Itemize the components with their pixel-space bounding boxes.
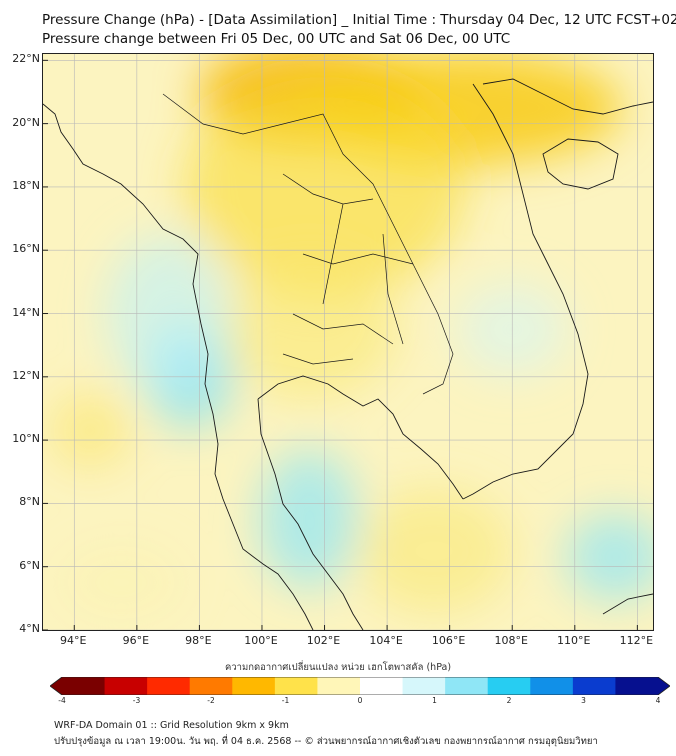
lat-label-8: 8°N [19,495,40,509]
lon-label-110: 110°E [557,634,591,647]
colorbar-cell-10 [487,677,531,695]
footer-model-info: WRF-DA Domain 01 :: Grid Resolution 9km … [54,720,289,731]
lat-label-12: 12°N [12,368,40,382]
colorbar-tick-2: -2 [207,696,215,705]
lon-label-100: 100°E [244,634,278,647]
colorbar-tick-4: 0 [357,696,363,705]
colorbar-cell-8 [402,677,446,695]
coastline-china [482,78,653,115]
colorbar-tick-1: -3 [132,696,141,705]
lat-label-16: 16°N [12,242,40,256]
pressure-change-map [42,53,654,631]
lat-label-4: 4°N [19,622,40,635]
coastline-gulf-north [257,375,464,500]
colorbar-cell-7 [360,677,404,695]
colorbar-cell-11 [530,677,574,695]
coastline-west [43,103,314,630]
colorbar-tick-6: 2 [506,696,512,705]
colorbar-tick-3: -1 [281,696,290,705]
country-borders [162,93,454,395]
colorbar-tick-0: -4 [58,696,66,705]
lon-label-96: 96°E [122,634,150,647]
hainan-island [542,138,619,190]
field-blob-5 [49,392,131,469]
colorbar-cell-13 [615,677,659,695]
colorbar-title: ความกดอากาศเปลี่ยนแปลง หน่วย เฮกโตพาสคัล… [224,662,452,673]
colorbar-cell-6 [317,677,361,695]
chart-subtitle: Pressure change between Fri 05 Dec, 00 U… [42,31,511,47]
lon-label-108: 108°E [494,634,528,647]
gridlines [43,54,653,630]
colorbar-tick-8: 4 [655,696,661,705]
colorbar [50,677,670,695]
colorbar-cell-12 [572,677,616,695]
colorbar-extend-high [658,677,670,695]
field-blob-4 [355,487,513,615]
coastline-gulf-west [257,398,364,630]
axis-ticks [43,59,638,630]
lon-label-106: 106°E [431,634,466,647]
field-blob-11 [58,544,184,621]
field-blob-7 [258,449,359,589]
lon-label-112: 112°E [619,634,654,647]
lon-label-94: 94°E [60,634,87,647]
colorbar-cell-4 [232,677,276,695]
lat-label-20: 20°N [12,115,40,129]
lat-label-18: 18°N [12,178,40,192]
colorbar-cell-3 [189,677,233,695]
colorbar-cell-0 [62,677,106,695]
lon-label-104: 104°E [369,634,403,647]
lat-label-10: 10°N [12,432,40,446]
coastlines-borders [43,78,653,630]
footer-update-info: ปรับปรุงข้อมูล ณ เวลา 19:00น. วัน พฤ. ที… [54,736,598,747]
colorbar-cell-1 [104,677,148,695]
colorbar-cell-5 [274,677,318,695]
colorbar-tick-7: 3 [581,696,586,705]
lon-label-98: 98°E [185,634,212,647]
colorbar-cell-2 [147,677,191,695]
colorbar-cell-9 [445,677,489,695]
coastline-borneo [602,593,653,615]
lat-label-14: 14°N [12,305,40,319]
coastline-vietnam [462,83,589,500]
lat-label-22: 22°N [12,52,40,66]
colorbar-extend-low [50,677,62,695]
field-blob-3 [221,259,397,399]
field-blob-9 [565,512,653,602]
lon-label-102: 102°E [306,634,341,647]
chart-title: Pressure Change (hPa) - [Data Assimilati… [42,12,676,28]
lat-label-6: 6°N [19,558,40,572]
colorbar-tick-5: 1 [432,696,437,705]
